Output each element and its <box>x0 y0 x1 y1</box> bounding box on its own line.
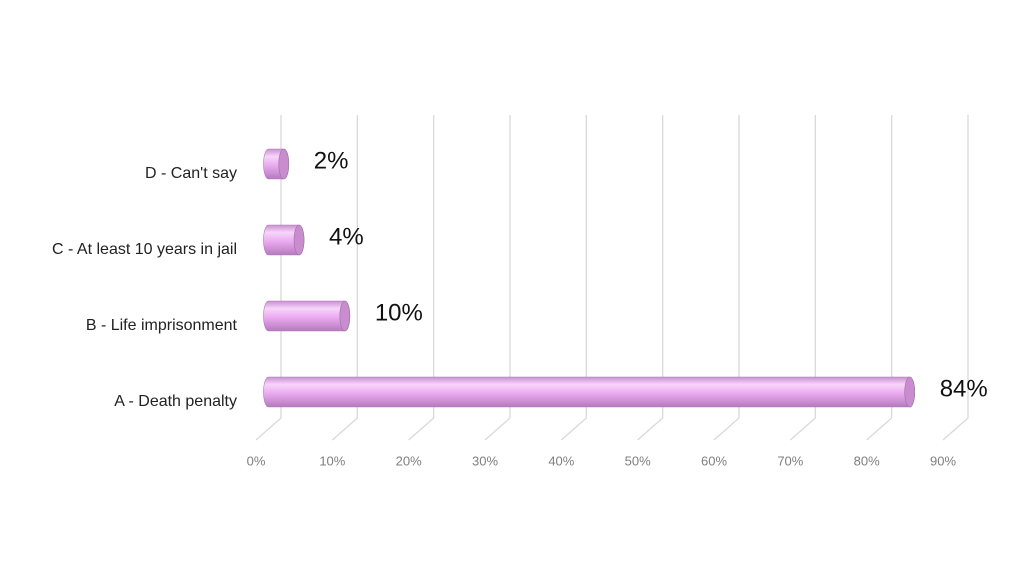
y-tick-label: D - Can't say <box>145 165 237 182</box>
grid-line <box>942 115 969 441</box>
value-label: 4% <box>329 223 364 250</box>
grid-line <box>637 115 664 441</box>
value-label: 84% <box>940 375 988 402</box>
y-tick-label: A - Death penalty <box>114 393 237 410</box>
value-label: 10% <box>375 299 423 326</box>
x-tick-label: 20% <box>396 453 422 468</box>
x-tick-label: 50% <box>625 453 651 468</box>
x-tick-label: 80% <box>854 453 880 468</box>
bar <box>263 300 351 332</box>
x-tick-label: 60% <box>701 453 727 468</box>
grid-line <box>560 115 587 441</box>
y-tick-label: B - Life imprisonment <box>86 317 238 334</box>
bar-cap <box>339 300 351 332</box>
x-tick-label: 70% <box>777 453 803 468</box>
grid-line <box>255 115 282 441</box>
grid-line <box>331 115 358 441</box>
grid-line <box>484 115 511 441</box>
x-tick-label: 0% <box>247 453 266 468</box>
bar-cap <box>293 224 305 256</box>
value-label: 2% <box>314 147 349 174</box>
bar-cap <box>904 376 916 408</box>
x-tick-label: 10% <box>319 453 345 468</box>
bar-cap <box>278 148 290 180</box>
grid-line <box>408 115 435 441</box>
x-tick-label: 40% <box>548 453 574 468</box>
x-tick-label: 30% <box>472 453 498 468</box>
grid-line <box>713 115 740 441</box>
bar <box>263 376 915 408</box>
grid-line <box>866 115 893 441</box>
grid-line <box>789 115 816 441</box>
x-tick-label: 90% <box>930 453 956 468</box>
y-tick-label: C - At least 10 years in jail <box>52 241 237 258</box>
